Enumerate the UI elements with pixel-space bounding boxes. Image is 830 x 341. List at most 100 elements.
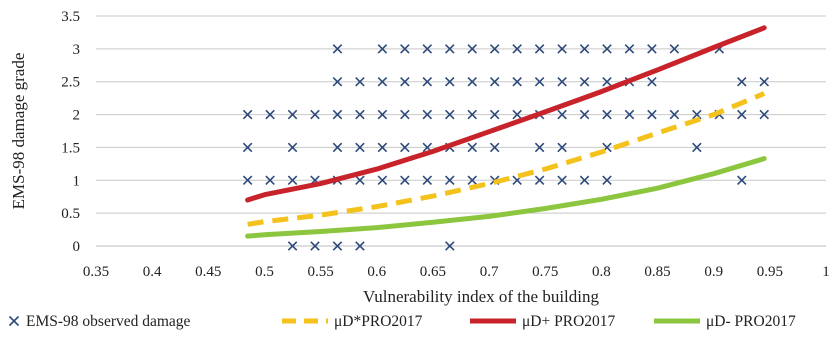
- y-tick-label: 1: [73, 173, 81, 189]
- observed-damage-point: [355, 109, 365, 120]
- observed-damage-point: [579, 109, 590, 120]
- observed-damage-point: [265, 175, 275, 186]
- observed-damage-point: [557, 109, 567, 120]
- observed-damage-point: [332, 76, 343, 87]
- observed-damage-point: [400, 142, 410, 153]
- observed-damage-point: [310, 241, 320, 251]
- observed-damage-point: [512, 109, 522, 120]
- x-tick-label: 0.75: [532, 264, 558, 280]
- observed-damage-point: [422, 76, 433, 87]
- x-tick-label: 0.7: [480, 264, 499, 280]
- observed-damage-point: [400, 44, 410, 54]
- observed-damage-point: [355, 241, 365, 251]
- plot-series: [242, 25, 769, 251]
- observed-damage-point: [557, 142, 567, 153]
- x-tick-label: 0.35: [83, 264, 109, 280]
- observed-damage-point: [669, 44, 680, 54]
- observed-damage-point: [579, 175, 590, 186]
- legend-label: μD+ PRO2017: [522, 313, 616, 330]
- observed-damage-point: [557, 76, 567, 87]
- observed-damage-point: [579, 76, 590, 87]
- observed-damage-point: [512, 76, 522, 87]
- x-tick-label: 0.4: [143, 264, 162, 280]
- x-tick-label: 0.95: [757, 264, 783, 280]
- observed-damage-point: [489, 142, 500, 153]
- observed-damage-point: [445, 109, 455, 120]
- x-tick-label: 0.65: [420, 264, 446, 280]
- x-tick-label: 0.9: [704, 264, 723, 280]
- x-axis-ticks: 0.35 0.4 0.45 0.5 0.55 0.6 0.65 0.7 0.75 0.8 0.85 0…: [83, 264, 830, 280]
- observed-damage-point: [287, 241, 298, 251]
- observed-damage-point: [287, 142, 298, 153]
- observed-damage-point: [242, 175, 253, 186]
- x-axis-title: Vulnerability index of the building: [363, 287, 599, 306]
- observed-damage-point: [759, 109, 769, 120]
- observed-damage-point: [602, 175, 612, 186]
- observed-damage-point: [467, 175, 477, 186]
- observed-damage-point: [377, 175, 388, 186]
- observed-damage-point: [445, 76, 455, 87]
- observed-damage-point: [310, 109, 320, 120]
- legend-item: μD*PRO2017: [282, 313, 423, 330]
- legend-item: μD+ PRO2017: [470, 313, 616, 330]
- y-axis-title: EMS-98 damage grade: [9, 53, 28, 210]
- x-tick-label: 0.5: [255, 264, 274, 280]
- observed-damage-point: [422, 175, 433, 186]
- observed-damage-point: [332, 142, 343, 153]
- observed-damage-point: [445, 175, 455, 186]
- observed-damage-point: [377, 142, 388, 153]
- y-axis-ticks: 0 0.5 1 1.5 2 2.5 3 3.5: [61, 9, 80, 255]
- observed-damage-point: [557, 175, 567, 186]
- observed-damage-point: [737, 109, 747, 120]
- observed-damage-point: [242, 109, 253, 120]
- x-tick-label: 0.55: [307, 264, 333, 280]
- observed-damage-point: [647, 44, 657, 54]
- series-line-2: [245, 25, 767, 203]
- y-tick-label: 0.5: [61, 206, 80, 222]
- gridlines: [96, 15, 826, 247]
- observed-damage-point: [355, 142, 365, 153]
- observed-damage-point: [624, 44, 635, 54]
- observed-damage-series: [242, 44, 769, 251]
- observed-damage-point: [759, 76, 769, 87]
- legend-label: EMS-98 observed damage: [26, 313, 191, 330]
- observed-damage-point: [467, 109, 477, 120]
- observed-damage-point: [332, 241, 343, 251]
- observed-damage-point: [287, 109, 298, 120]
- observed-damage-point: [692, 142, 702, 153]
- observed-damage-point: [624, 109, 635, 120]
- observed-damage-point: [512, 44, 522, 54]
- y-tick-label: 0: [73, 239, 81, 255]
- y-tick-label: 1.5: [61, 140, 80, 156]
- observed-damage-point: [602, 44, 612, 54]
- observed-damage-point: [737, 175, 747, 186]
- observed-damage-point: [534, 175, 545, 186]
- observed-damage-point: [602, 76, 612, 87]
- legend: EMS-98 observed damage μD*PRO2017 μD+ PRO2…: [8, 313, 796, 330]
- x-tick-label: 0.45: [195, 264, 221, 280]
- legend-label: μD*PRO2017: [334, 313, 423, 330]
- observed-damage-point: [377, 44, 388, 54]
- observed-damage-point: [489, 109, 500, 120]
- observed-damage-point: [669, 109, 680, 120]
- observed-damage-point: [467, 142, 477, 153]
- observed-damage-point: [445, 44, 455, 54]
- observed-damage-point: [489, 44, 500, 54]
- y-tick-label: 2.5: [61, 75, 80, 91]
- observed-damage-point: [557, 44, 567, 54]
- legend-label: μD- PRO2017: [706, 313, 796, 330]
- observed-damage-point: [422, 44, 433, 54]
- observed-damage-point: [467, 44, 477, 54]
- series-line-1: [247, 91, 766, 227]
- observed-damage-point: [647, 109, 657, 120]
- observed-damage-point: [400, 175, 410, 186]
- observed-damage-point: [355, 175, 365, 186]
- observed-damage-point: [355, 76, 365, 87]
- observed-damage-point: [534, 142, 545, 153]
- observed-damage-point: [400, 109, 410, 120]
- legend-item: μD- PRO2017: [654, 313, 796, 330]
- observed-damage-point: [647, 76, 657, 87]
- observed-damage-point: [265, 109, 275, 120]
- y-tick-label: 3.5: [61, 9, 80, 25]
- x-tick-label: 0.85: [644, 264, 670, 280]
